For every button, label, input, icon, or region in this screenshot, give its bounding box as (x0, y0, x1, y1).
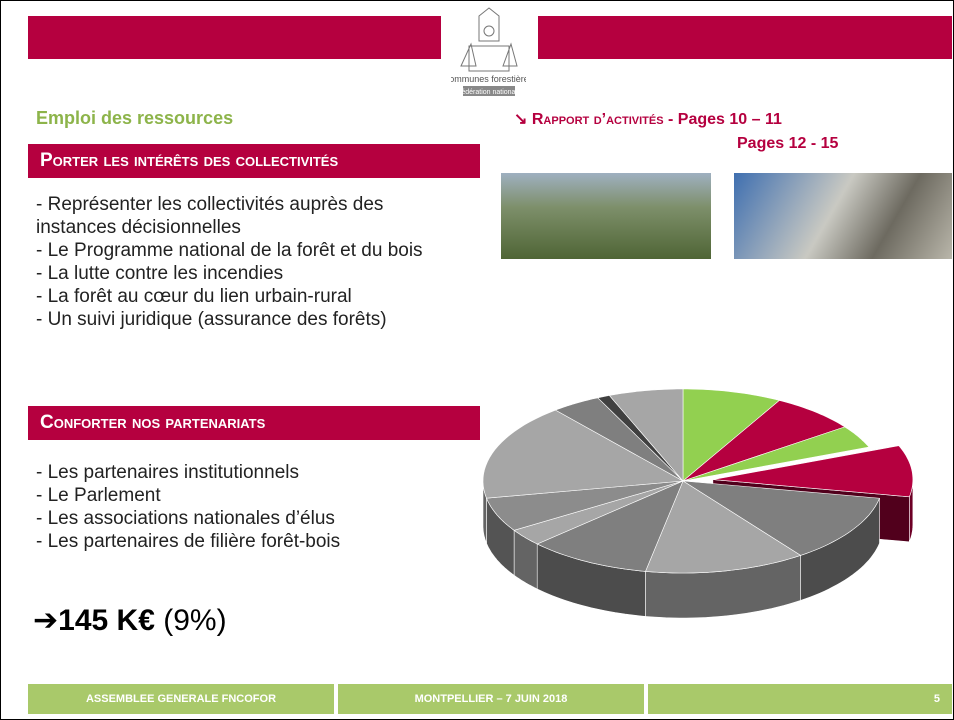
list-item: - Un suivi juridique (assurance des forê… (36, 308, 456, 331)
amount: ➔145 K€ (9%) (33, 603, 227, 638)
report: ↘ Rapport d’activités - Pages 10 – 11 (514, 109, 782, 129)
logo-text: Communes forestières (451, 74, 526, 84)
photo (501, 173, 711, 259)
list-item: - Représenter les collectivités auprès d… (36, 193, 456, 239)
footer: ASSEMBLEE GENERALE FNCOFOR (28, 684, 334, 714)
photo (734, 173, 952, 259)
list: - Les partenaires institutionnels- Le Pa… (36, 461, 456, 553)
list-item: - La lutte contre les incendies (36, 262, 456, 285)
logo: Communes forestières Fédération national… (451, 6, 526, 101)
pages: Pages 12 - 15 (737, 135, 838, 153)
section-heading: Porter les intérêts des collectivités (28, 144, 480, 178)
report-label: Rapport d’activités - (532, 111, 673, 128)
footer: 5 (648, 684, 952, 714)
top-bar (28, 16, 441, 59)
list-item: - Les associations nationales d’élus (36, 507, 456, 530)
section-heading: Conforter nos partenariats (28, 406, 480, 440)
list-item: - Les partenaires de filière forêt-bois (36, 530, 456, 553)
list-item: - Le Parlement (36, 484, 456, 507)
footer: MONTPELLIER – 7 JUIN 2018 (338, 684, 644, 714)
pie-chart (461, 381, 951, 621)
list-item: - La forêt au cœur du lien urbain-rural (36, 285, 456, 308)
amount-share: (9%) (163, 604, 226, 637)
slide: Communes forestières Fédération national… (0, 0, 954, 720)
top-bar (538, 16, 952, 59)
list-item: - Les partenaires institutionnels (36, 461, 456, 484)
list-item: - Le Programme national de la forêt et d… (36, 239, 456, 262)
list: - Représenter les collectivités auprès d… (36, 193, 456, 331)
logo-text: Fédération nationale (457, 89, 521, 96)
amount-value: 145 K€ (58, 604, 155, 637)
pages: Pages 10 – 11 (678, 111, 782, 128)
section-title: Emploi des ressources (36, 108, 233, 129)
